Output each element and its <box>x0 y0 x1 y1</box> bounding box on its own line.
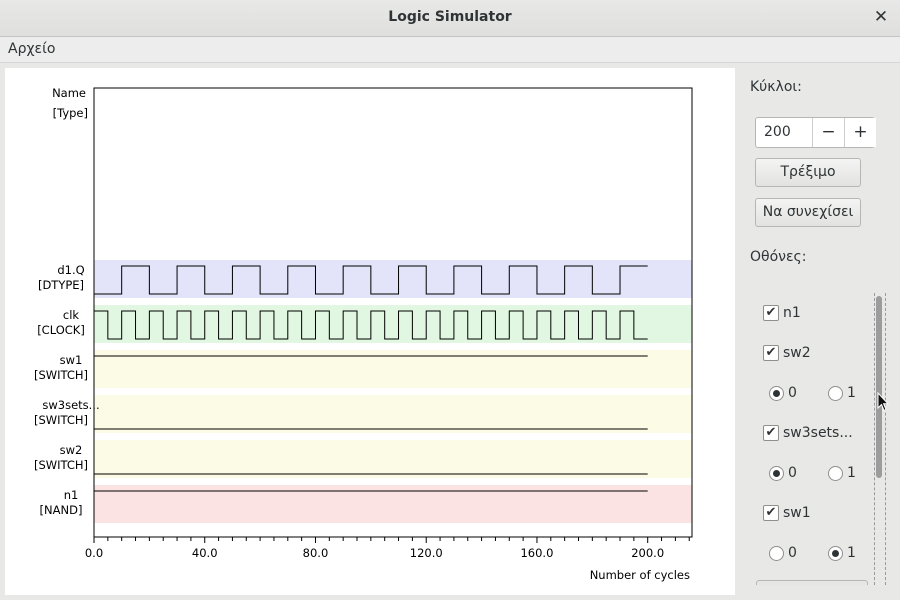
signal-type-label: [SWITCH] <box>34 368 88 382</box>
sw3sets-radio-0[interactable]: 0 <box>769 463 797 483</box>
checkbox-checked-icon[interactable]: ✔ <box>763 425 779 441</box>
type-header: [Type] <box>53 106 88 120</box>
window-title: Logic Simulator <box>388 9 512 25</box>
checkbox-checked-icon[interactable]: ✔ <box>763 505 779 521</box>
monitor-label: sw2 <box>783 345 811 361</box>
signal-type-label: [NAND] <box>40 503 83 517</box>
cycles-spinner[interactable]: 200 − + <box>755 117 876 148</box>
signal-type-label: [SWITCH] <box>34 458 88 472</box>
signal-band <box>94 395 692 433</box>
radio-label: 0 <box>788 465 797 481</box>
x-tick-label: 40.0 <box>192 546 218 560</box>
monitors-list: ✔ n1 ✔ sw2 0 1 ✔ sw3sets... 0 1 ✔ sw <box>756 293 886 585</box>
x-tick-label: 80.0 <box>303 546 329 560</box>
next-monitor-control[interactable] <box>756 580 868 585</box>
plot-frame <box>93 87 693 538</box>
x-axis-label: Number of cycles <box>590 568 690 582</box>
signal-name-label: sw2 <box>60 443 83 457</box>
decrement-button[interactable]: − <box>812 118 844 147</box>
control-panel: Κύκλοι: 200 − + Τρέξιμο Να συνεχίσει Οθό… <box>736 63 900 600</box>
close-icon[interactable]: ✕ <box>873 7 889 27</box>
sw3sets-radio-1[interactable]: 1 <box>828 463 856 483</box>
x-tick-label: 0.0 <box>85 546 103 560</box>
cycles-label: Κύκλοι: <box>750 79 802 95</box>
waveform-plot: Name[Type]d1.Q[DTYPE]clk[CLOCK]sw1[SWITC… <box>34 86 693 582</box>
radio-icon[interactable] <box>828 385 843 401</box>
menu-file[interactable]: Αρχείο <box>8 41 56 57</box>
mouse-pointer-icon <box>877 392 889 412</box>
monitor-checkbox-n1[interactable]: ✔ n1 <box>763 303 801 323</box>
signal-name-label: d1.Q <box>57 263 84 277</box>
radio-selected-icon[interactable] <box>769 465 784 481</box>
radio-label: 0 <box>788 545 797 561</box>
x-tick-label: 120.0 <box>410 546 443 560</box>
signal-trace <box>94 310 648 340</box>
signal-name-label: sw1 <box>60 353 83 367</box>
radio-selected-icon[interactable] <box>769 385 784 401</box>
menu-bar: Αρχείο <box>0 37 900 63</box>
monitor-checkbox-sw1[interactable]: ✔ sw1 <box>763 503 811 523</box>
monitors-label: Οθόνες: <box>750 249 807 265</box>
monitor-label: n1 <box>783 305 801 321</box>
signal-name-label: clk <box>63 308 80 322</box>
monitor-checkbox-sw3sets[interactable]: ✔ sw3sets... <box>763 423 853 443</box>
title-bar: Logic Simulator ✕ <box>0 0 900 37</box>
x-tick-label: 160.0 <box>520 546 553 560</box>
signal-trace <box>94 265 648 295</box>
signal-type-label: [SWITCH] <box>34 413 88 427</box>
waveform-canvas: Name [Type] d1.Q [DTYPE] clk [CLOCK] sw1 [SWITC… <box>5 68 735 595</box>
cycles-input[interactable]: 200 <box>764 124 791 140</box>
signal-name-label: sw3sets... <box>42 398 99 412</box>
sw1-radio-0[interactable]: 0 <box>769 543 797 563</box>
radio-icon[interactable] <box>769 545 784 561</box>
sw2-radio-0[interactable]: 0 <box>769 383 797 403</box>
signal-type-label: [CLOCK] <box>37 323 85 337</box>
monitor-checkbox-sw2[interactable]: ✔ sw2 <box>763 343 811 363</box>
radio-label: 1 <box>847 465 856 481</box>
continue-button[interactable]: Να συνεχίσει <box>755 198 861 227</box>
monitor-label: sw3sets... <box>783 425 853 441</box>
sw2-radio-1[interactable]: 1 <box>828 383 856 403</box>
radio-label: 0 <box>788 385 797 401</box>
monitors-scrollbar[interactable] <box>874 293 886 585</box>
name-header: Name <box>52 86 86 100</box>
increment-button[interactable]: + <box>844 118 876 147</box>
radio-icon[interactable] <box>828 465 843 481</box>
sw1-radio-1[interactable]: 1 <box>828 543 856 563</box>
radio-label: 1 <box>847 385 856 401</box>
signal-band <box>94 440 692 478</box>
x-tick-label: 200.0 <box>631 546 664 560</box>
signal-name-label: n1 <box>64 488 79 502</box>
checkbox-checked-icon[interactable]: ✔ <box>763 305 779 321</box>
radio-label: 1 <box>847 545 856 561</box>
monitor-label: sw1 <box>783 505 811 521</box>
radio-selected-icon[interactable] <box>828 545 843 561</box>
run-button[interactable]: Τρέξιμο <box>755 158 861 187</box>
scrollbar-thumb[interactable] <box>876 296 882 478</box>
signal-type-label: [DTYPE] <box>38 278 84 292</box>
checkbox-checked-icon[interactable]: ✔ <box>763 345 779 361</box>
